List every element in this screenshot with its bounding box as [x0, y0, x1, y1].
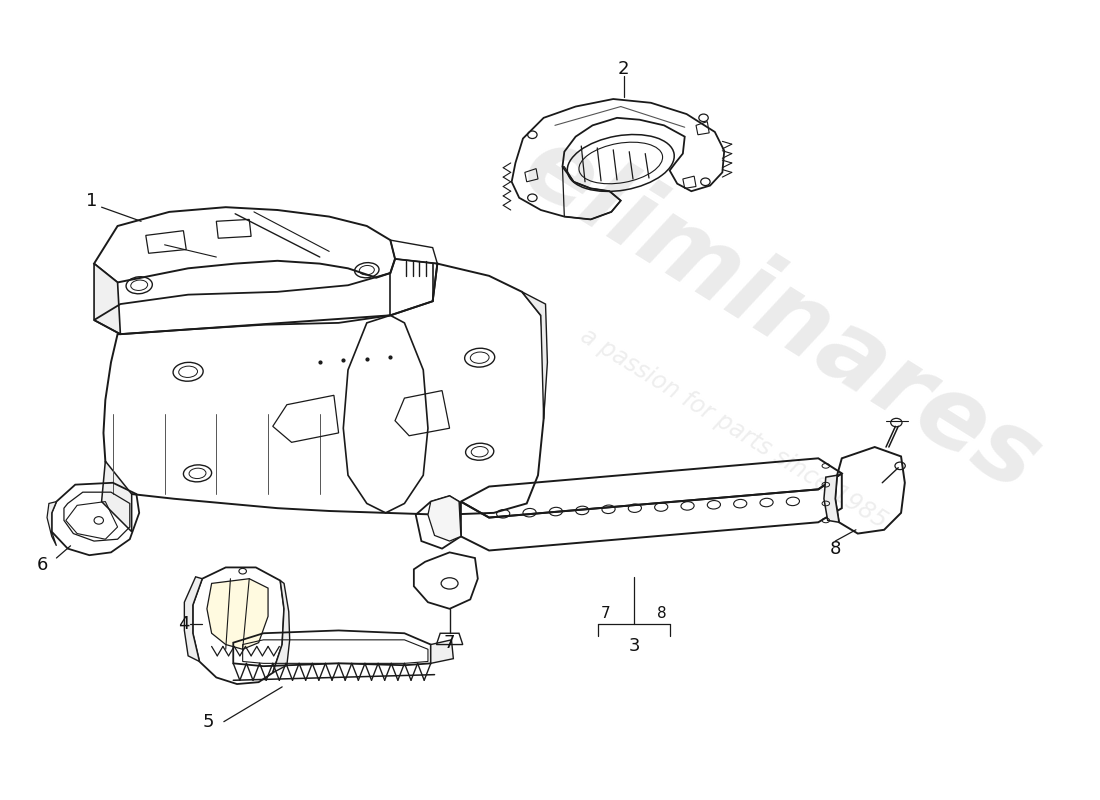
- Text: a passion for parts since 1985: a passion for parts since 1985: [576, 323, 891, 533]
- Text: 6: 6: [36, 555, 48, 574]
- Text: 5: 5: [204, 713, 214, 730]
- Polygon shape: [428, 496, 461, 541]
- Text: 2: 2: [618, 60, 629, 78]
- Text: 7: 7: [601, 606, 610, 621]
- Polygon shape: [95, 264, 120, 334]
- Text: 1: 1: [87, 192, 98, 210]
- Text: 4: 4: [178, 615, 189, 633]
- Text: 7: 7: [443, 634, 455, 652]
- Text: 3: 3: [629, 638, 640, 655]
- Polygon shape: [207, 578, 268, 650]
- Text: 8: 8: [829, 540, 840, 558]
- Text: 8: 8: [658, 606, 667, 621]
- Polygon shape: [273, 581, 289, 673]
- Polygon shape: [185, 577, 202, 662]
- Polygon shape: [101, 461, 132, 532]
- Polygon shape: [522, 292, 548, 419]
- Polygon shape: [431, 640, 453, 663]
- Polygon shape: [47, 502, 56, 546]
- Polygon shape: [824, 475, 839, 522]
- Text: eliminares: eliminares: [505, 118, 1057, 513]
